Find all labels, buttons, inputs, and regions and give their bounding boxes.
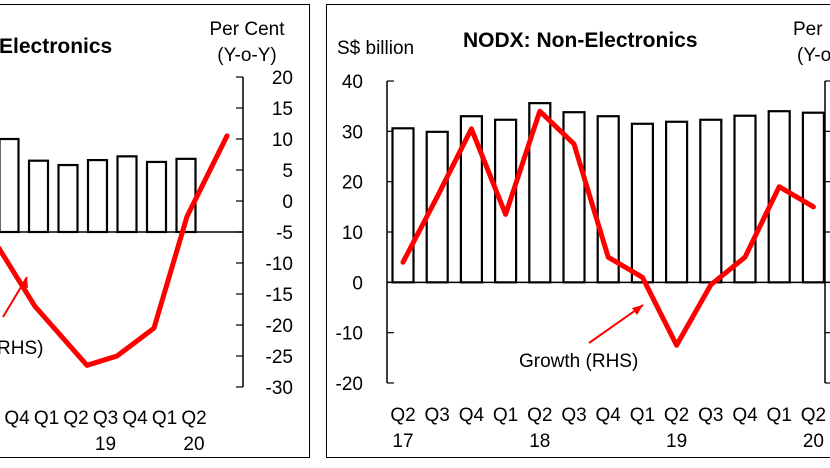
x-tick-label: Q1: [630, 405, 655, 426]
x-tick-label: Q3: [93, 408, 118, 429]
x-tick-label: Q2: [181, 408, 206, 429]
bar: [528, 102, 552, 284]
series-annotation: Growth (RHS): [519, 351, 638, 372]
x-tick-label: Q2: [664, 405, 689, 426]
right-axis-label-line1: Per: [793, 19, 823, 40]
right-axis-label-line2: (Y-o-Y): [217, 45, 276, 66]
bar: [27, 159, 50, 234]
bar: [699, 118, 723, 284]
x-tick-label: Q2: [63, 408, 88, 429]
bar: [116, 155, 138, 234]
bar: [86, 158, 109, 234]
y-tick-label: -30: [266, 378, 293, 399]
y-tick-label: -5: [276, 223, 293, 244]
electronics-chart-panel: Electronics Per Cent (Y-o-Y) RHS) 20 15 10…: [0, 4, 310, 458]
x-tick-label: Q3: [561, 405, 586, 426]
y-tick-label: 10: [272, 130, 293, 151]
x-tick-label: Q4: [732, 405, 758, 426]
y-tick-label: 20: [342, 173, 363, 194]
right-axis-label-line2: (Y-o: [797, 45, 830, 66]
year-label: 20: [183, 434, 204, 455]
x-tick-label: Q4: [122, 408, 148, 429]
bar: [630, 122, 654, 284]
year-label: 19: [95, 434, 116, 455]
x-tick-label: Q4: [4, 408, 30, 429]
right-axis-label-line1: Per Cent: [210, 19, 286, 40]
x-tick-label: Q4: [596, 405, 622, 426]
y-tick-label: -10: [266, 254, 293, 275]
y-tick-label: -20: [336, 374, 363, 395]
bar: [145, 160, 168, 234]
series-annotation: RHS): [0, 338, 43, 359]
y-tick-label: -15: [266, 285, 293, 306]
growth-line: [400, 108, 816, 348]
x-tick-label: Q2: [801, 405, 826, 426]
y-tick-label: 15: [272, 99, 293, 120]
x-tick-label: Q2: [527, 405, 552, 426]
x-tick-label: Q3: [698, 405, 723, 426]
year-label: 19: [666, 431, 687, 452]
annotation-arrowhead: [632, 305, 643, 315]
y-tick-label: 20: [272, 68, 293, 89]
y-tick-label: -25: [266, 347, 293, 368]
x-tick-label: Q4: [459, 405, 485, 426]
bar: [665, 120, 689, 284]
bar: [391, 127, 415, 284]
y-tick-label: 0: [282, 192, 293, 213]
growth-line: [0, 133, 230, 368]
y-tick-label: 30: [342, 122, 363, 143]
x-tick-label: Q1: [493, 405, 518, 426]
x-tick-label: Q2: [390, 405, 415, 426]
nodx-non-electronics-chart: NODX: Non-Electronics S$ billion Per (Y-…: [336, 19, 830, 452]
bar: [801, 111, 825, 284]
x-tick-label: Q1: [152, 408, 177, 429]
y-tick-label: 5: [282, 161, 293, 182]
annotation-arrowhead: [21, 277, 28, 288]
bar: [0, 137, 20, 234]
chart-title: NODX: Non-Electronics: [463, 29, 698, 52]
nodx-non-electronics-chart-panel: NODX: Non-Electronics S$ billion Per (Y-…: [326, 4, 830, 458]
electronics-chart: Electronics Per Cent (Y-o-Y) RHS) 20 15 10…: [0, 19, 293, 455]
y-tick-label: 0: [352, 273, 363, 294]
x-tick-label: Q3: [425, 405, 450, 426]
year-label: 20: [803, 431, 824, 452]
bar: [425, 130, 449, 284]
year-label: 17: [392, 431, 413, 452]
annotation-arrow: [588, 304, 644, 344]
left-axis-label: S$ billion: [337, 38, 414, 59]
y-tick-label: 40: [342, 72, 363, 93]
bar: [57, 163, 79, 234]
y-tick-label: -20: [266, 316, 293, 337]
bar: [459, 115, 483, 284]
bar: [494, 118, 518, 284]
year-label: 18: [529, 431, 550, 452]
x-tick-label: Q1: [34, 408, 59, 429]
y-tick-label: 10: [342, 223, 363, 244]
bar: [767, 110, 791, 284]
y-tick-label: -10: [336, 324, 363, 345]
chart-title: Electronics: [0, 35, 112, 58]
x-tick-label: Q1: [767, 405, 792, 426]
